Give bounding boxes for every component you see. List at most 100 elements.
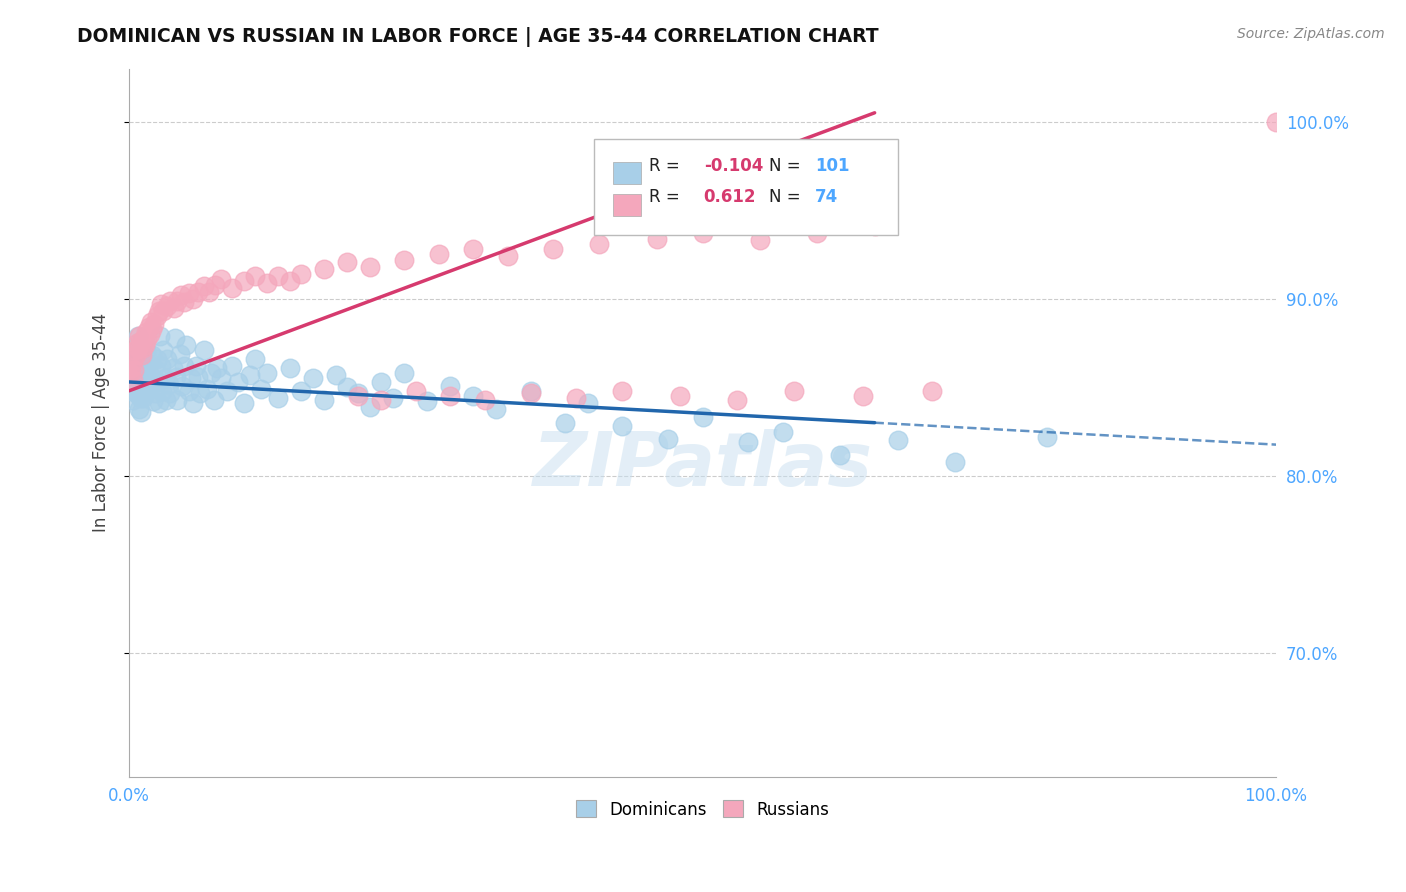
- Russians: [148, 304, 170, 318]
- Russians: [141, 322, 163, 336]
- Dominicans: [250, 382, 273, 396]
- Russians: [150, 297, 173, 311]
- Dominicans: [120, 384, 142, 398]
- Russians: [852, 389, 875, 403]
- Russians: [692, 226, 714, 240]
- Russians: [863, 219, 886, 234]
- Russians: [463, 242, 485, 256]
- Russians: [139, 315, 162, 329]
- Russians: [267, 268, 290, 283]
- Russians: [138, 327, 160, 342]
- Dominicans: [132, 364, 155, 378]
- Russians: [129, 334, 152, 349]
- Russians: [152, 304, 174, 318]
- Dominicans: [177, 384, 200, 398]
- Russians: [496, 249, 519, 263]
- Dominicans: [657, 432, 679, 446]
- Dominicans: [439, 378, 461, 392]
- Dominicans: [772, 425, 794, 439]
- Dominicans: [301, 371, 323, 385]
- Dominicans: [347, 385, 370, 400]
- Russians: [588, 236, 610, 251]
- Dominicans: [238, 368, 260, 382]
- Dominicans: [149, 329, 172, 343]
- Dominicans: [370, 375, 392, 389]
- Dominicans: [128, 389, 150, 403]
- Russians: [127, 336, 149, 351]
- Dominicans: [129, 391, 152, 405]
- Russians: [156, 299, 179, 313]
- Russians: [1265, 114, 1288, 128]
- Russians: [120, 360, 142, 375]
- Russians: [256, 276, 278, 290]
- Russians: [128, 329, 150, 343]
- Dominicans: [195, 382, 218, 396]
- Dominicans: [256, 366, 278, 380]
- Russians: [121, 373, 143, 387]
- Dominicans: [463, 389, 485, 403]
- Dominicans: [232, 396, 254, 410]
- Dominicans: [188, 385, 211, 400]
- Russians: [166, 293, 188, 308]
- Russians: [131, 348, 153, 362]
- Dominicans: [159, 385, 181, 400]
- Dominicans: [162, 360, 184, 375]
- Dominicans: [359, 400, 381, 414]
- Russians: [347, 389, 370, 403]
- Text: N =: N =: [769, 188, 801, 206]
- Dominicans: [127, 357, 149, 371]
- Russians: [170, 288, 193, 302]
- Dominicans: [157, 376, 180, 391]
- Dominicans: [163, 331, 186, 345]
- Russians: [394, 252, 416, 267]
- Russians: [439, 389, 461, 403]
- Dominicans: [148, 396, 170, 410]
- Text: N =: N =: [769, 157, 801, 175]
- Dominicans: [129, 378, 152, 392]
- Dominicans: [184, 359, 207, 373]
- Dominicans: [150, 359, 173, 373]
- Dominicans: [209, 371, 232, 385]
- Russians: [145, 310, 167, 324]
- Russians: [143, 317, 166, 331]
- FancyBboxPatch shape: [613, 194, 641, 216]
- Dominicans: [124, 366, 146, 380]
- Dominicans: [145, 385, 167, 400]
- Dominicans: [485, 401, 508, 416]
- Text: 74: 74: [815, 188, 838, 206]
- Russians: [427, 247, 450, 261]
- Dominicans: [121, 376, 143, 391]
- Russians: [783, 384, 806, 398]
- Text: 0.612: 0.612: [704, 188, 756, 206]
- Dominicans: [612, 419, 634, 434]
- Russians: [177, 286, 200, 301]
- Russians: [127, 341, 149, 355]
- Russians: [921, 384, 943, 398]
- Dominicans: [169, 346, 191, 360]
- Russians: [134, 338, 156, 352]
- Russians: [668, 389, 690, 403]
- Dominicans: [943, 455, 966, 469]
- Dominicans: [129, 348, 152, 362]
- Dominicans: [120, 371, 142, 385]
- Dominicans: [146, 375, 169, 389]
- Dominicans: [138, 357, 160, 371]
- Russians: [159, 293, 181, 308]
- Russians: [645, 231, 668, 245]
- Text: ZIPatlas: ZIPatlas: [533, 429, 873, 501]
- Dominicans: [692, 410, 714, 425]
- Dominicans: [156, 351, 179, 366]
- Dominicans: [336, 380, 359, 394]
- Dominicans: [121, 392, 143, 407]
- Dominicans: [129, 405, 152, 419]
- Dominicans: [127, 359, 149, 373]
- Dominicans: [215, 384, 238, 398]
- Dominicans: [139, 378, 162, 392]
- Dominicans: [1035, 430, 1057, 444]
- Russians: [132, 331, 155, 345]
- Russians: [565, 391, 588, 405]
- Dominicans: [381, 391, 404, 405]
- Russians: [122, 362, 145, 376]
- Russians: [725, 392, 748, 407]
- Russians: [181, 292, 204, 306]
